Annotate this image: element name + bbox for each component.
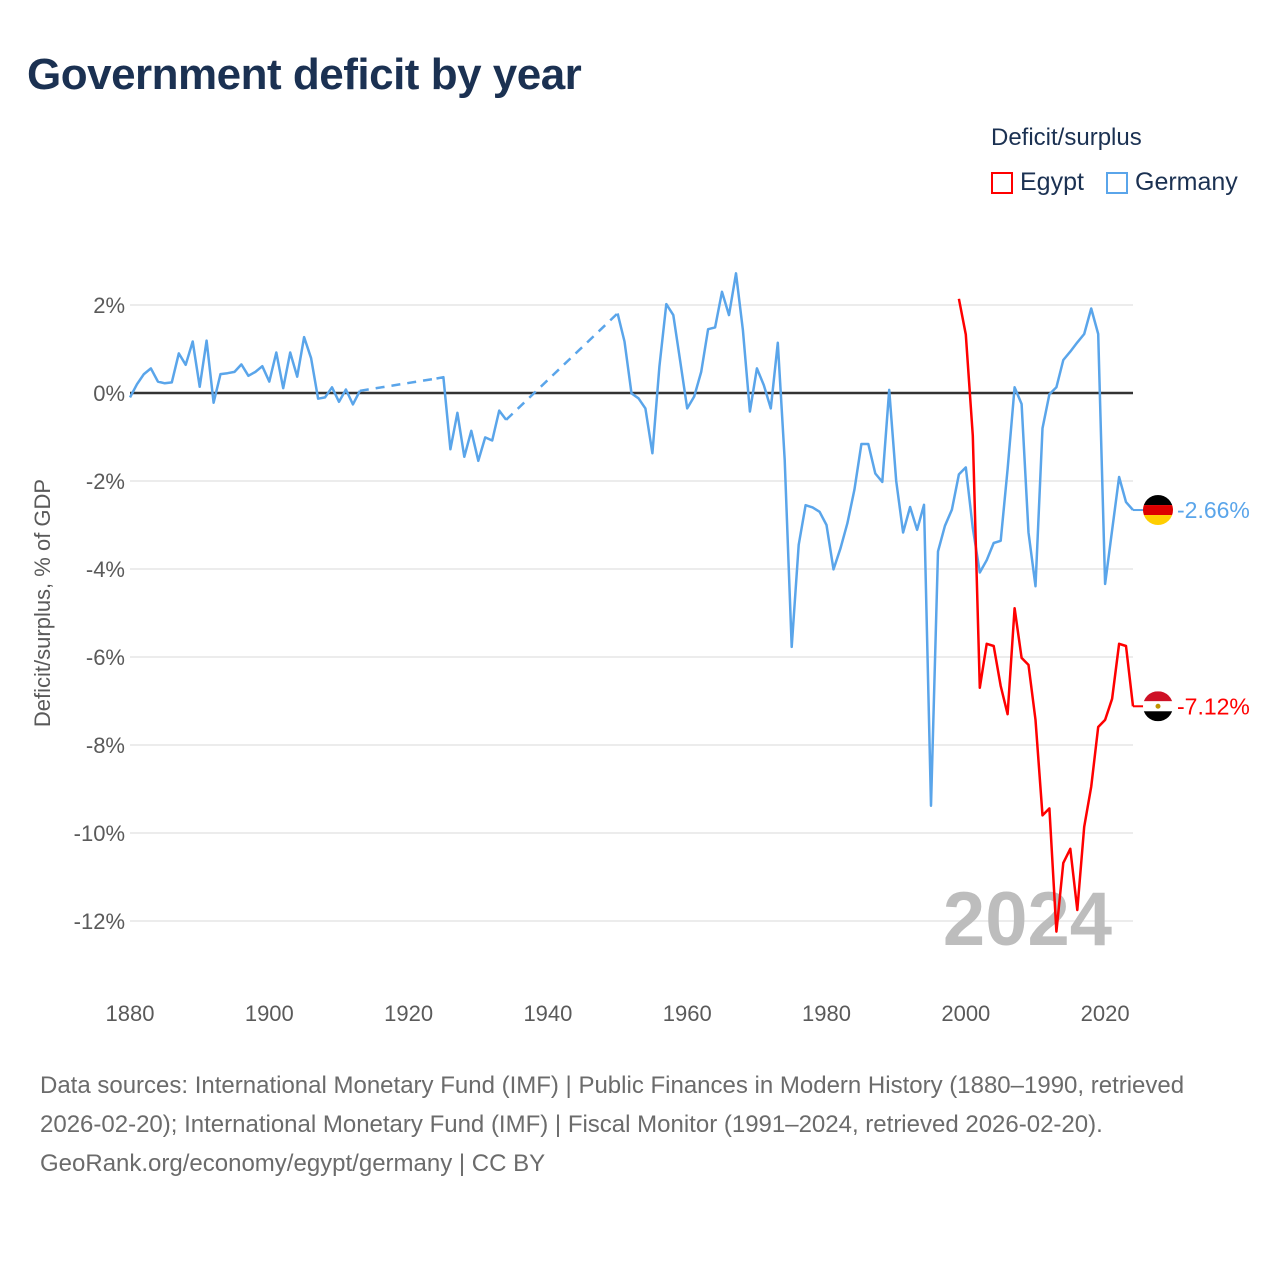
x-tick-label: 1880: [106, 1001, 155, 1026]
x-axis-ticks: 1880 1900 1920 1940 1960 1980 2000 2020: [106, 1001, 1130, 1026]
gridlines: [130, 304, 1133, 922]
germany-series-line: [436, 375, 508, 463]
y-tick-label: -8%: [86, 733, 125, 758]
x-tick-label: 1920: [384, 1001, 433, 1026]
x-tick-label: 1900: [245, 1001, 294, 1026]
y-axis-label: Deficit/surplus, % of GDP: [30, 479, 55, 727]
y-axis-ticks: 2% 0% -2% -4% -6% -8% -10% -12%: [74, 293, 125, 934]
egypt-end-label: -7.12%: [1177, 693, 1250, 719]
line-chart: 2% 0% -2% -4% -6% -8% -10% -12% 1880 1900 1920 194…: [30, 272, 1250, 1026]
y-tick-label: -10%: [74, 821, 125, 846]
legend-label-germany: Germany: [1135, 168, 1238, 196]
legend-item-germany[interactable]: Germany: [1106, 168, 1238, 197]
end-labels: -2.66% -7.12%: [1133, 495, 1250, 722]
flag-stripe: [1143, 495, 1173, 506]
legend-swatch-egypt: [991, 171, 1013, 194]
y-tick-label: -2%: [86, 469, 125, 494]
flag-stripe: [1143, 515, 1173, 526]
x-tick-label: 1940: [523, 1001, 572, 1026]
egypt-series-line: [957, 298, 1135, 933]
x-tick-label: 1960: [663, 1001, 712, 1026]
germany-series-line: [128, 335, 362, 406]
flag-stripe: [1143, 711, 1173, 722]
chart-title: Government deficit by year: [27, 50, 582, 99]
germany-gap-line: [505, 312, 619, 421]
germany-end-label: -2.66%: [1177, 497, 1250, 523]
y-tick-label: -6%: [86, 645, 125, 670]
x-tick-label: 2000: [941, 1001, 990, 1026]
legend-item-egypt[interactable]: Egypt: [991, 168, 1084, 197]
flag-germany-icon: [1143, 495, 1173, 526]
flag-stripe: [1143, 691, 1173, 702]
y-tick-label: -4%: [86, 557, 125, 582]
flag-stripe: [1143, 505, 1173, 516]
x-tick-label: 1980: [802, 1001, 851, 1026]
legend-swatch-germany: [1106, 171, 1128, 194]
footer: Data sources: International Monetary Fun…: [40, 1066, 1240, 1183]
flag-egypt-icon: [1143, 691, 1173, 722]
germany-gap-line: [359, 377, 437, 393]
legend-title: Deficit/surplus: [991, 124, 1142, 151]
series-lines: [128, 272, 1135, 933]
flag-emblem: [1155, 703, 1161, 709]
germany-series-line: [616, 272, 1134, 807]
y-tick-label: -12%: [74, 909, 125, 934]
credit-link[interactable]: GeoRank.org/economy/egypt/germany | CC B…: [40, 1150, 546, 1177]
legend-label-egypt: Egypt: [1020, 168, 1084, 196]
x-tick-label: 2020: [1081, 1001, 1130, 1026]
data-sources: Data sources: International Monetary Fun…: [40, 1072, 1185, 1138]
year-annotation: 2024: [943, 877, 1112, 962]
y-tick-label: 0%: [93, 381, 125, 406]
y-tick-label: 2%: [93, 293, 125, 318]
